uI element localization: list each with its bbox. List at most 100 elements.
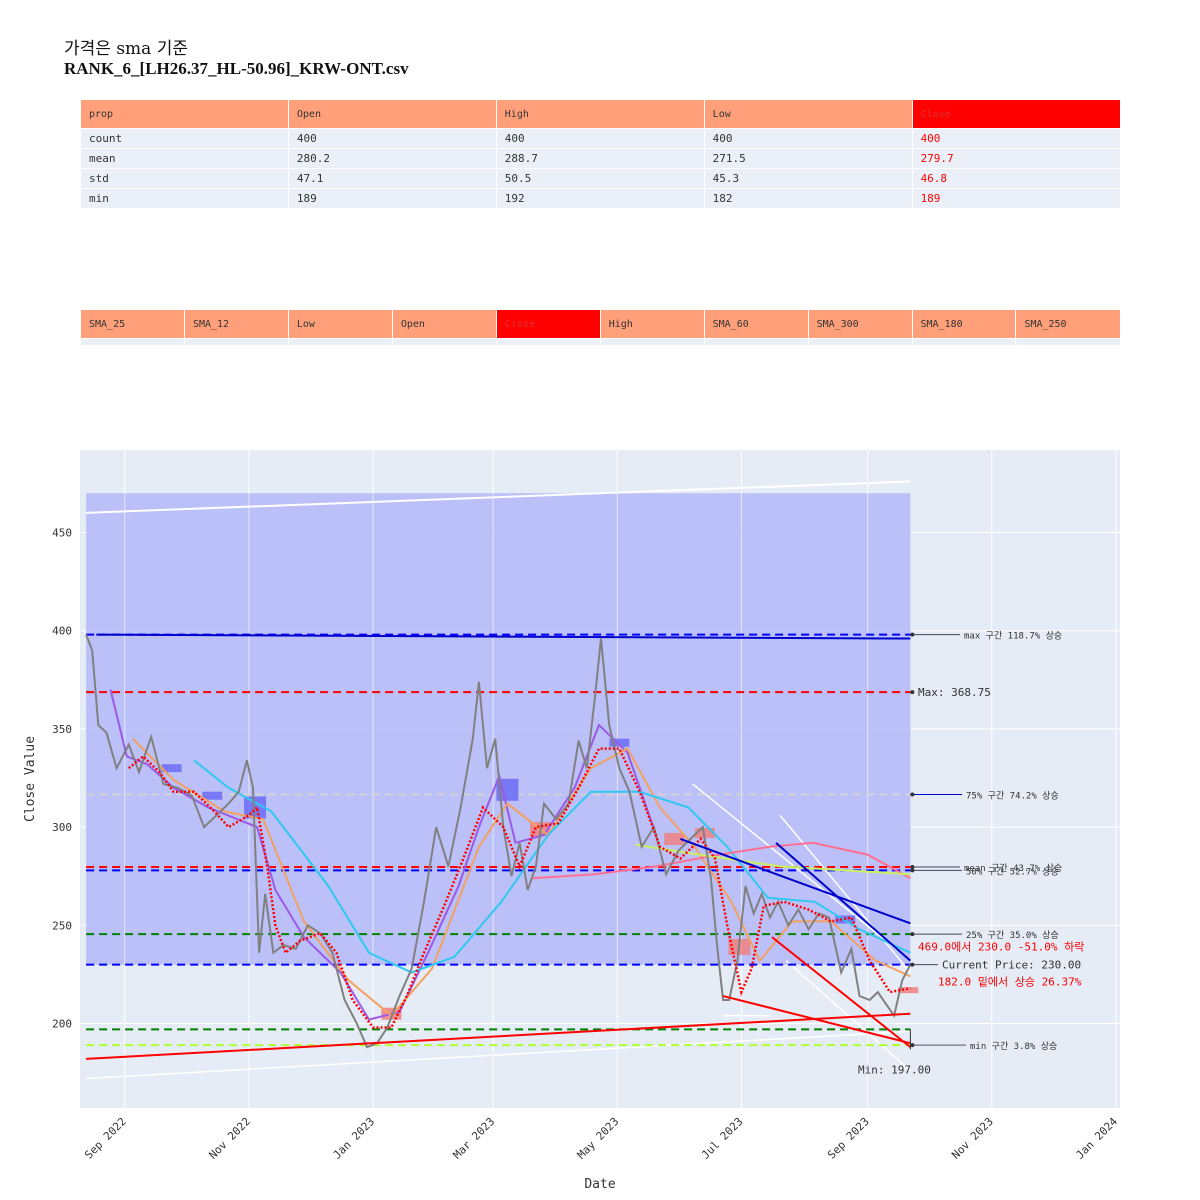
level-label: Min: 197.00 [858,1063,931,1076]
title-line-2: RANK_6_[LH26.37_HL-50.96]_KRW-ONT.csv [64,59,409,78]
price-box [202,791,223,800]
y-tick-label: 400 [52,625,72,638]
table-cell: 280.2 [287,148,497,169]
x-tick-label: Nov 2023 [949,1115,996,1162]
annotation-arrowhead [910,868,915,873]
stats-header-high: High [495,100,705,129]
table-cell [391,338,497,345]
price-box [898,987,919,994]
table-cell: count [80,128,289,149]
table-cell: 46.8 [911,168,1120,189]
line-chart: 200 250 300 350 400 450 max 구간 118.7% 상승 Max: 3… [23,450,1120,1192]
table-cell: 288.7 [495,148,705,169]
y-tick-label: 350 [52,723,72,736]
chart-title: 가격은 sma 기준 RANK_6_[LH26.37_HL-50.96]_KRW… [64,34,409,79]
table-cell: 400 [287,128,497,149]
table-cell: 400 [911,128,1120,149]
sma-close-dotted-line [128,747,911,1029]
table-cell: std [80,168,289,189]
y-tick-label: 300 [52,821,72,834]
blue-trend-line [775,842,912,962]
x-tick-label: Nov 2022 [206,1115,253,1162]
table-cell [495,338,601,345]
rise-annotation: 182.0 밑에서 상승 26.37% [938,976,1082,989]
table-row: mean 280.2 288.7 271.5 279.7 [80,148,1120,169]
table-cell: 400 [703,128,913,149]
drop-annotation: 469.0에서 230.0 -51.0% 하락 [918,940,1084,954]
sma-line-sma-60 [193,759,911,974]
table-row: std 47.1 50.5 45.3 46.8 [80,168,1120,189]
level-label: Max: 368.75 [918,686,991,699]
support-trend-line [86,1012,911,1060]
lower-channel-line [86,1030,911,1080]
table-cell [80,338,185,345]
sma-header-sma-60: SMA_60 [703,310,809,339]
table-cell: 182 [703,188,913,208]
sma-header-sma-250: SMA_250 [1015,310,1120,339]
table-cell [1015,338,1120,345]
level-label: min 구간 3.8% 상승 [970,1041,1057,1052]
y-axis-title: Close Value [23,736,38,822]
stats-header-prop: prop [80,100,289,129]
level-label: Current Price: 230.00 [942,959,1081,972]
table-cell: 47.1 [287,168,497,189]
max-trend-line [96,633,911,640]
red-trend-line [722,995,911,1045]
sma-table: SMA_25 SMA_12 Low Open Close High SMA_60 SMA_30… [80,310,1120,345]
table-cell [703,338,809,345]
table-cell: mean [80,148,289,169]
table-cell: 50.5 [495,168,705,189]
annotation-arrowhead [910,1043,915,1048]
sma-header-close: Close [495,310,601,339]
stats-table-body: count 400 400 400 400 mean 280.2 288.7 271.5 279.… [80,128,1120,208]
table-cell: 400 [495,128,705,149]
x-tick-label: Jan 2023 [331,1115,378,1162]
sma-table-header: SMA_25 SMA_12 Low Open Close High SMA_60 SMA_30… [80,310,1120,339]
price-box [609,738,630,747]
stats-header-low: Low [703,100,913,129]
level-label: 25% 구간 35.0% 상승 [966,930,1059,941]
sma-header-low: Low [287,310,393,339]
table-cell: 45.3 [703,168,913,189]
sma-header-high: High [599,310,705,339]
level-label: mean 구간 43.7% 상승 [964,863,1062,874]
table-row: min 189 192 182 189 [80,188,1120,208]
sma-header-sma-12: SMA_12 [183,310,289,339]
x-axis-title: Date [584,1177,615,1192]
table-cell [599,338,705,345]
sma-header-sma-25: SMA_25 [80,310,185,339]
white-trend-line [785,960,911,1072]
table-cell [911,338,1016,345]
x-tick-label: Sep 2023 [825,1115,872,1162]
table-cell: 279.7 [911,148,1120,169]
sma-header-sma-180: SMA_180 [911,310,1016,339]
stats-header-open: Open [287,100,497,129]
upper-channel-line [86,480,911,514]
white-trend-line [692,783,911,962]
price-box [161,764,182,773]
table-cell [287,338,393,345]
sma-header-open: Open [391,310,497,339]
table-cell: min [80,188,289,208]
level-label: 75% 구간 74.2% 상승 [966,791,1059,802]
x-tick-label: May 2023 [575,1115,622,1162]
blue-trend-line [680,837,911,925]
price-band [86,493,911,965]
stats-table-header: prop Open High Low Close [80,100,1120,129]
sma-table-empty-row [80,338,1120,345]
annotation-arrowhead [910,792,915,797]
sma-line-sma-180 [531,841,911,880]
table-cell [807,338,912,345]
annotation-arrowhead [910,690,915,695]
title-line-1: 가격은 sma 기준 [64,39,188,59]
y-tick-label: 250 [52,919,72,932]
annotation-arrowhead [910,962,915,967]
x-tick-label: Mar 2023 [451,1115,498,1162]
level-label: max 구간 118.7% 상승 [964,631,1062,642]
x-tick-label: Sep 2022 [82,1115,129,1162]
red-trend-line [771,936,911,1048]
stats-table: prop Open High Low Close count 400 400 400 400 me… [80,100,1120,208]
table-cell: 192 [495,188,705,208]
table-row: count 400 400 400 400 [80,128,1120,149]
annotation-arrowhead [910,632,915,637]
